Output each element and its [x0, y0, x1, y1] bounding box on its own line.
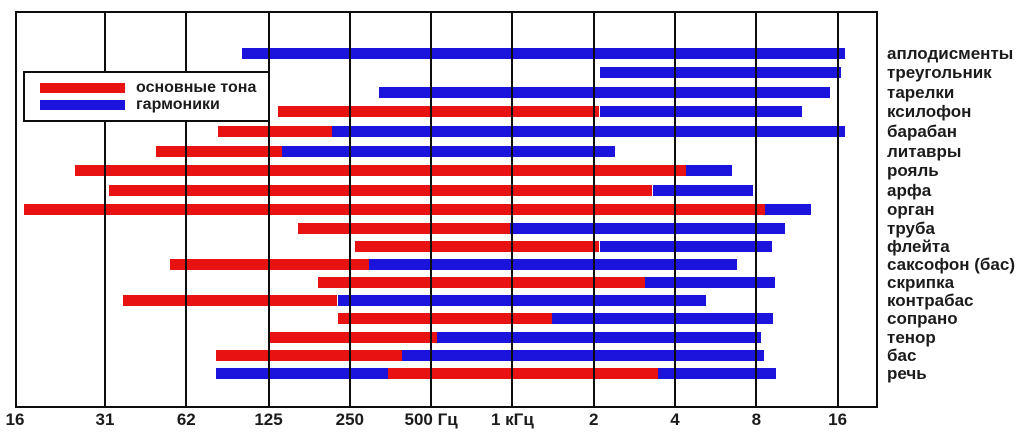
axis-tick-label: 62 [176, 410, 196, 429]
fundamentals-swatch [40, 82, 125, 93]
bar-segment-fundamentals [297, 222, 510, 234]
bar-segment-harmonics [436, 331, 761, 343]
gridline [836, 13, 839, 406]
bar-segment-harmonics [657, 367, 777, 379]
row-label: арфа [887, 180, 932, 200]
bar-segment-fundamentals [156, 145, 282, 157]
bar-segment-fundamentals [108, 184, 653, 196]
axis-tick-label: 16 [5, 410, 25, 429]
axis-tick-label: 125 [254, 410, 283, 429]
bar-segment-harmonics [216, 367, 388, 379]
bar-segment-harmonics [509, 222, 785, 234]
row-label: ксилофон [887, 102, 972, 122]
legend: основные тона гармоники [23, 71, 270, 122]
axis-tick-label: 1 кГц [491, 410, 534, 429]
bar-segment-harmonics [332, 125, 845, 137]
bar-segment-fundamentals [317, 277, 646, 289]
bar-segment-harmonics [281, 145, 616, 157]
row-label: сопрано [887, 309, 958, 329]
row-label: речь [887, 363, 927, 383]
axis-tick-label: 250 [335, 410, 364, 429]
harmonics-swatch [40, 99, 125, 110]
bar-segment-fundamentals [355, 240, 600, 252]
bar-segment-fundamentals [75, 165, 687, 177]
legend-label-harmonics: гармоники [136, 95, 220, 113]
bar-segment-harmonics [599, 106, 802, 118]
bar-segment-fundamentals [337, 313, 552, 325]
bar-segment-fundamentals [277, 106, 600, 118]
bar-segment-harmonics [686, 165, 732, 177]
gridline [755, 13, 758, 406]
axis-tick-label: 8 [751, 410, 762, 429]
row-label: флейта [887, 236, 950, 256]
axis-tick-label: 500 Гц [404, 410, 458, 429]
legend-row-harmonics: гармоники [40, 96, 268, 113]
bar-segment-harmonics [764, 204, 812, 216]
bar-segment-harmonics [551, 313, 773, 325]
gridline [674, 13, 676, 406]
axis-tick-label: 31 [95, 410, 115, 429]
gridline [430, 13, 433, 406]
bar-segment-harmonics [242, 47, 845, 59]
bar-segment-fundamentals [216, 349, 402, 361]
gridline [104, 13, 106, 406]
legend-row-fundamentals: основные тона [40, 79, 268, 96]
row-label: бас [887, 345, 917, 365]
bar-segment-harmonics [402, 349, 764, 361]
bar-segment-harmonics [599, 67, 842, 79]
row-label: тарелки [887, 82, 955, 102]
row-label: скрипка [887, 273, 955, 293]
row-label: рояль [887, 161, 939, 181]
row-label: аплодисменты [887, 43, 1014, 63]
bar-segment-fundamentals [217, 125, 333, 137]
gridline [592, 13, 595, 406]
row-label: треугольник [887, 63, 992, 83]
row-label: тенор [887, 327, 936, 347]
bar-segment-fundamentals [170, 258, 370, 270]
bar-segment-fundamentals [122, 295, 338, 307]
bar-segment-fundamentals [23, 204, 765, 216]
row-label: литавры [887, 141, 962, 161]
gridline [348, 13, 351, 406]
row-label: контрабас [887, 291, 974, 311]
gridline [185, 13, 188, 406]
row-label: барабан [887, 121, 958, 141]
axis-tick-label: 16 [828, 410, 848, 429]
bar-segment-harmonics [645, 277, 776, 289]
bar-segment-harmonics [652, 184, 754, 196]
bar-segment-harmonics [337, 295, 706, 307]
axis-tick-label: 2 [588, 410, 599, 429]
bar-segment-fundamentals [268, 331, 437, 343]
legend-label-fundamentals: основные тона [136, 78, 257, 96]
bar-segment-harmonics [599, 240, 772, 252]
row-label: орган [887, 200, 935, 220]
row-label: труба [887, 218, 935, 238]
row-label: саксофон (бас) [887, 254, 1015, 274]
plot-area: основные тона гармоники [15, 11, 878, 408]
axis-tick-label: 4 [670, 410, 680, 429]
bar-segment-harmonics [378, 86, 831, 98]
gridline [511, 13, 514, 406]
bar-segment-fundamentals [387, 367, 658, 379]
gridline [267, 13, 270, 406]
bar-segment-harmonics [369, 258, 738, 270]
